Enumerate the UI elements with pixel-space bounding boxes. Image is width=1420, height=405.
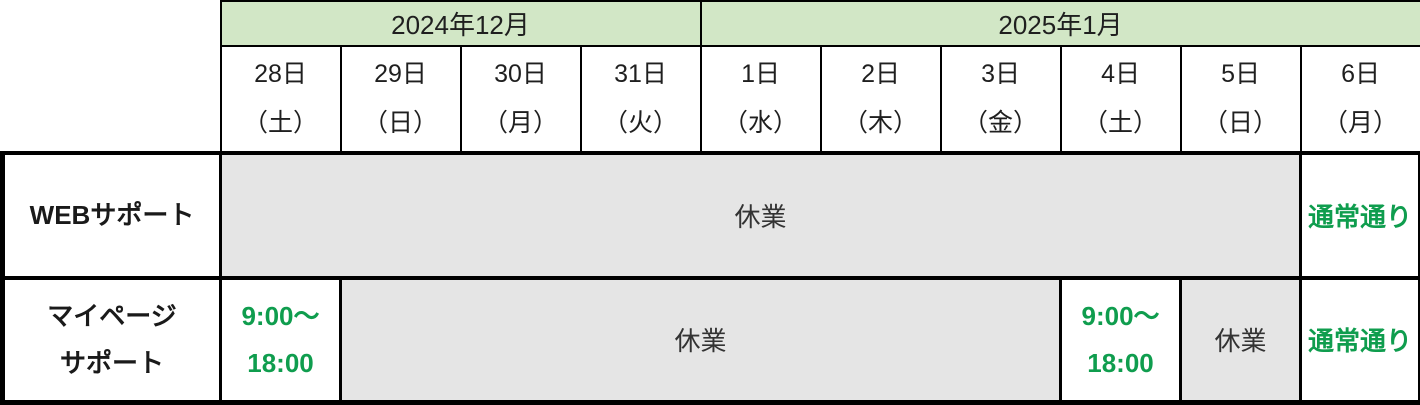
day-date: 3日 [942,50,1060,99]
row-label-text: マイページ [5,293,219,340]
day-weekday: （土） [222,99,340,148]
month-header-row: 2024年12月 2025年1月 [3,1,1420,46]
day-header-dec31: 31日 （火） [581,46,701,153]
row-label-mypage-support: マイページ サポート [3,278,221,402]
row-label-text: WEBサポート [5,192,219,239]
day-weekday: （土） [1062,99,1180,148]
day-header-dec29: 29日 （日） [341,46,461,153]
corner-spacer [3,46,221,153]
day-header-dec28: 28日 （土） [221,46,341,153]
day-date: 29日 [342,50,460,99]
schedule-cell-closed: 休業 [341,278,1061,402]
open-hours-end: 18:00 [222,340,339,387]
day-header-jan3: 3日 （金） [941,46,1061,153]
day-header-jan6: 6日 （月） [1301,46,1420,153]
day-header-row: 28日 （土） 29日 （日） 30日 （月） 31日 （火） 1日 （水） 2… [3,46,1420,153]
day-weekday: （日） [342,99,460,148]
open-hours-start: 9:00～ [222,293,339,340]
day-date: 31日 [582,50,700,99]
corner-spacer [3,1,221,46]
day-weekday: （日） [1182,99,1300,148]
day-weekday: （木） [822,99,940,148]
schedule-cell-normal: 通常通り [1301,278,1420,402]
schedule-cell-closed: 休業 [1181,278,1301,402]
day-weekday: （月） [1302,99,1420,148]
month-header-2025-01: 2025年1月 [701,1,1420,46]
open-hours-start: 9:00～ [1062,293,1179,340]
day-weekday: （金） [942,99,1060,148]
day-header-dec30: 30日 （月） [461,46,581,153]
table-row-mypage-support: マイページ サポート 9:00～ 18:00 休業 9:00～ 18:00 休業… [3,278,1420,402]
day-header-jan1: 1日 （水） [701,46,821,153]
day-weekday: （月） [462,99,580,148]
schedule-cell-closed: 休業 [221,153,1301,278]
open-hours-end: 18:00 [1062,340,1179,387]
day-header-jan5: 5日 （日） [1181,46,1301,153]
schedule-cell-normal: 通常通り [1301,153,1420,278]
day-date: 6日 [1302,50,1420,99]
month-header-2024-12: 2024年12月 [221,1,701,46]
row-label-web-support: WEBサポート [3,153,221,278]
schedule-cell-open-hours: 9:00～ 18:00 [221,278,341,402]
day-weekday: （火） [582,99,700,148]
row-label-text: サポート [5,340,219,387]
day-date: 28日 [222,50,340,99]
table-row-web-support: WEBサポート 休業 通常通り [3,153,1420,278]
schedule-cell-open-hours: 9:00～ 18:00 [1061,278,1181,402]
day-header-jan4: 4日 （土） [1061,46,1181,153]
day-date: 5日 [1182,50,1300,99]
day-date: 30日 [462,50,580,99]
day-header-jan2: 2日 （木） [821,46,941,153]
day-weekday: （水） [702,99,820,148]
day-date: 4日 [1062,50,1180,99]
day-date: 2日 [822,50,940,99]
day-date: 1日 [702,50,820,99]
